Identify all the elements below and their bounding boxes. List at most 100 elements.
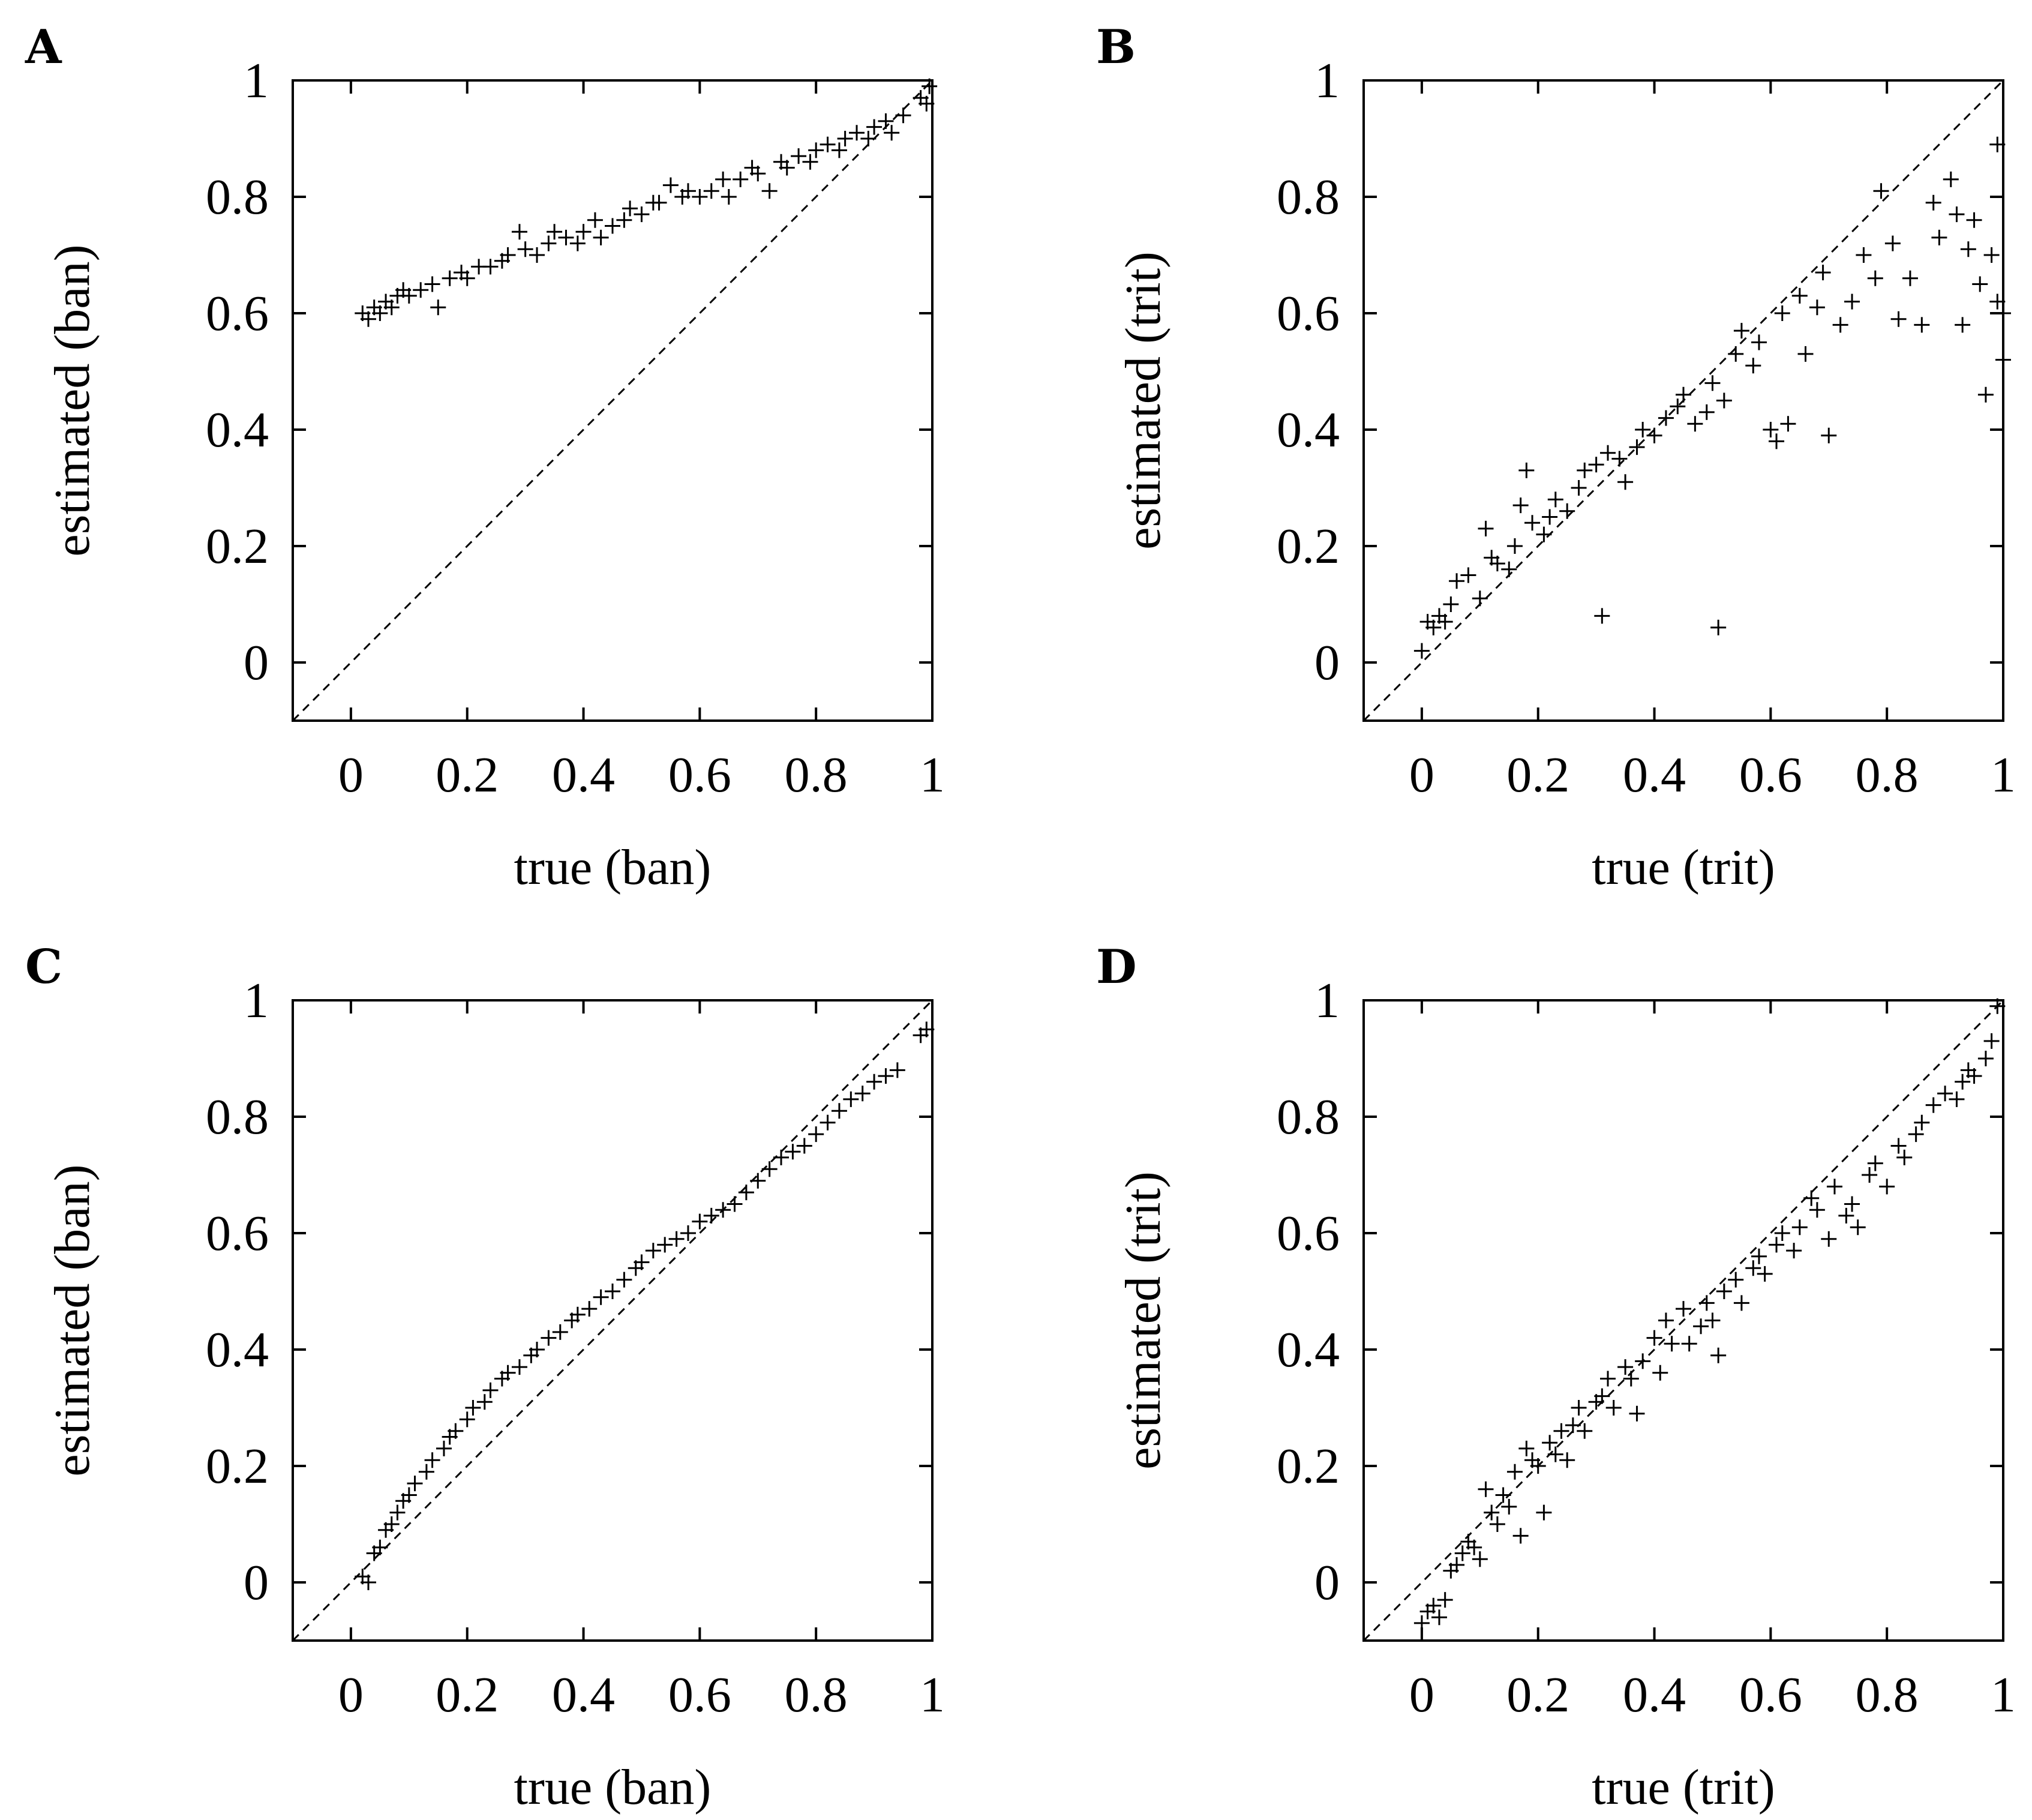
data-point (866, 119, 883, 135)
data-point (1977, 1051, 1994, 1066)
data-point (1809, 299, 1825, 316)
data-point (1559, 503, 1575, 519)
y-axis-label: estimated (ban) (44, 1164, 100, 1476)
data-point (1437, 1592, 1453, 1608)
x-tick-label: 0.2 (1506, 747, 1569, 803)
panel-B: B 0 0 0.2 0.2 0.4 0.4 0.6 0.6 0.8 0.8 1 1 true (trit)… (1096, 20, 2016, 895)
x-tick-label: 0.6 (1739, 747, 1802, 803)
data-point (785, 1144, 801, 1160)
data-point (1704, 1312, 1721, 1329)
data-point (1890, 311, 1907, 327)
y-axis-label: estimated (trit) (1115, 1171, 1171, 1470)
data-point (1652, 1365, 1668, 1381)
data-point (820, 136, 836, 152)
data-point (1484, 1504, 1500, 1521)
data-point (482, 259, 499, 275)
data-point (1413, 643, 1430, 659)
data-point (1763, 422, 1779, 437)
data-point (738, 1185, 754, 1201)
data-point (668, 1231, 685, 1247)
data-point (1629, 439, 1645, 455)
data-point (1635, 422, 1651, 437)
data-point (820, 1114, 836, 1131)
data-point (1791, 287, 1808, 304)
data-point (843, 1091, 859, 1107)
data-point (1774, 1225, 1790, 1241)
data-point (1588, 457, 1604, 473)
data-point (1501, 1498, 1517, 1515)
data-point (569, 235, 586, 251)
data-point (511, 224, 527, 240)
data-point (1803, 1190, 1820, 1206)
data-point (552, 1324, 568, 1340)
data-point (1745, 1260, 1761, 1276)
y-tick-label: 0.8 (1277, 1089, 1340, 1145)
data-point (1501, 561, 1517, 577)
data-point (779, 160, 795, 176)
data-point (1646, 427, 1662, 443)
x-tick-label: 0.6 (668, 747, 731, 803)
data-point (1751, 334, 1767, 350)
data-point (1536, 526, 1552, 542)
data-point (884, 125, 900, 141)
data-point (1623, 1371, 1639, 1387)
data-point (1478, 1481, 1494, 1497)
data-point (605, 218, 620, 234)
data-point (1565, 1417, 1581, 1434)
data-point (1710, 619, 1727, 635)
plot-frame (1362, 79, 2004, 722)
panel-D: D 0 0 0.2 0.2 0.4 0.4 0.6 0.6 0.8 0.8 1 1 true (trit)… (1096, 940, 2016, 1815)
data-point (919, 95, 935, 112)
x-tick-label: 0.8 (1856, 1667, 1919, 1723)
data-point (1914, 1114, 1930, 1131)
x-axis-label: true (trit) (1592, 839, 1775, 895)
data-point (1425, 619, 1442, 635)
data-point (1704, 375, 1721, 391)
data-point (547, 224, 563, 240)
data-point (680, 1225, 696, 1241)
data-point (511, 1359, 527, 1375)
data-point (919, 1021, 935, 1038)
data-point (1844, 1196, 1860, 1212)
x-tick-label: 0.6 (668, 1667, 731, 1723)
x-tick-label: 0 (338, 747, 364, 803)
data-point (1955, 317, 1971, 333)
x-tick-label: 0.8 (1856, 747, 1919, 803)
data-point (1884, 235, 1901, 251)
data-point (1769, 1237, 1785, 1253)
data-point (413, 282, 429, 298)
data-point (1489, 556, 1505, 572)
data-point (1850, 1219, 1866, 1236)
panel-A: A 0 0 0.2 0.2 0.4 0.4 0.6 0.6 0.8 0.8 1 1 true (ban) e… (25, 20, 945, 895)
data-point (1646, 1330, 1662, 1346)
x-axis-label: true (ban) (514, 839, 712, 895)
data-point (1989, 998, 2006, 1014)
x-axis-label: true (trit) (1592, 1759, 1775, 1815)
x-tick-label: 0.6 (1739, 1667, 1802, 1723)
data-point (500, 247, 516, 263)
data-point (1605, 1400, 1622, 1416)
data-point (401, 287, 417, 304)
data-point (1925, 1097, 1941, 1113)
y-tick-label: 0 (1314, 635, 1340, 691)
data-point (1733, 323, 1749, 339)
data-point (634, 1254, 650, 1270)
data-point (1966, 1068, 1982, 1084)
data-point (1443, 596, 1459, 612)
data-point (616, 212, 632, 228)
data-point (1844, 293, 1860, 310)
data-point (430, 299, 446, 316)
data-point (750, 1173, 766, 1189)
data-point (1617, 1359, 1634, 1375)
reference-line (292, 79, 934, 722)
y-tick-label: 0.6 (1277, 1206, 1340, 1261)
data-point (727, 1196, 743, 1212)
data-point (1670, 398, 1686, 415)
data-point (1506, 538, 1523, 554)
data-point (860, 131, 877, 146)
data-point (1542, 509, 1558, 525)
plot-frame (292, 999, 934, 1642)
data-point (436, 1440, 452, 1456)
data-point (1821, 427, 1837, 443)
data-point (372, 1539, 388, 1555)
